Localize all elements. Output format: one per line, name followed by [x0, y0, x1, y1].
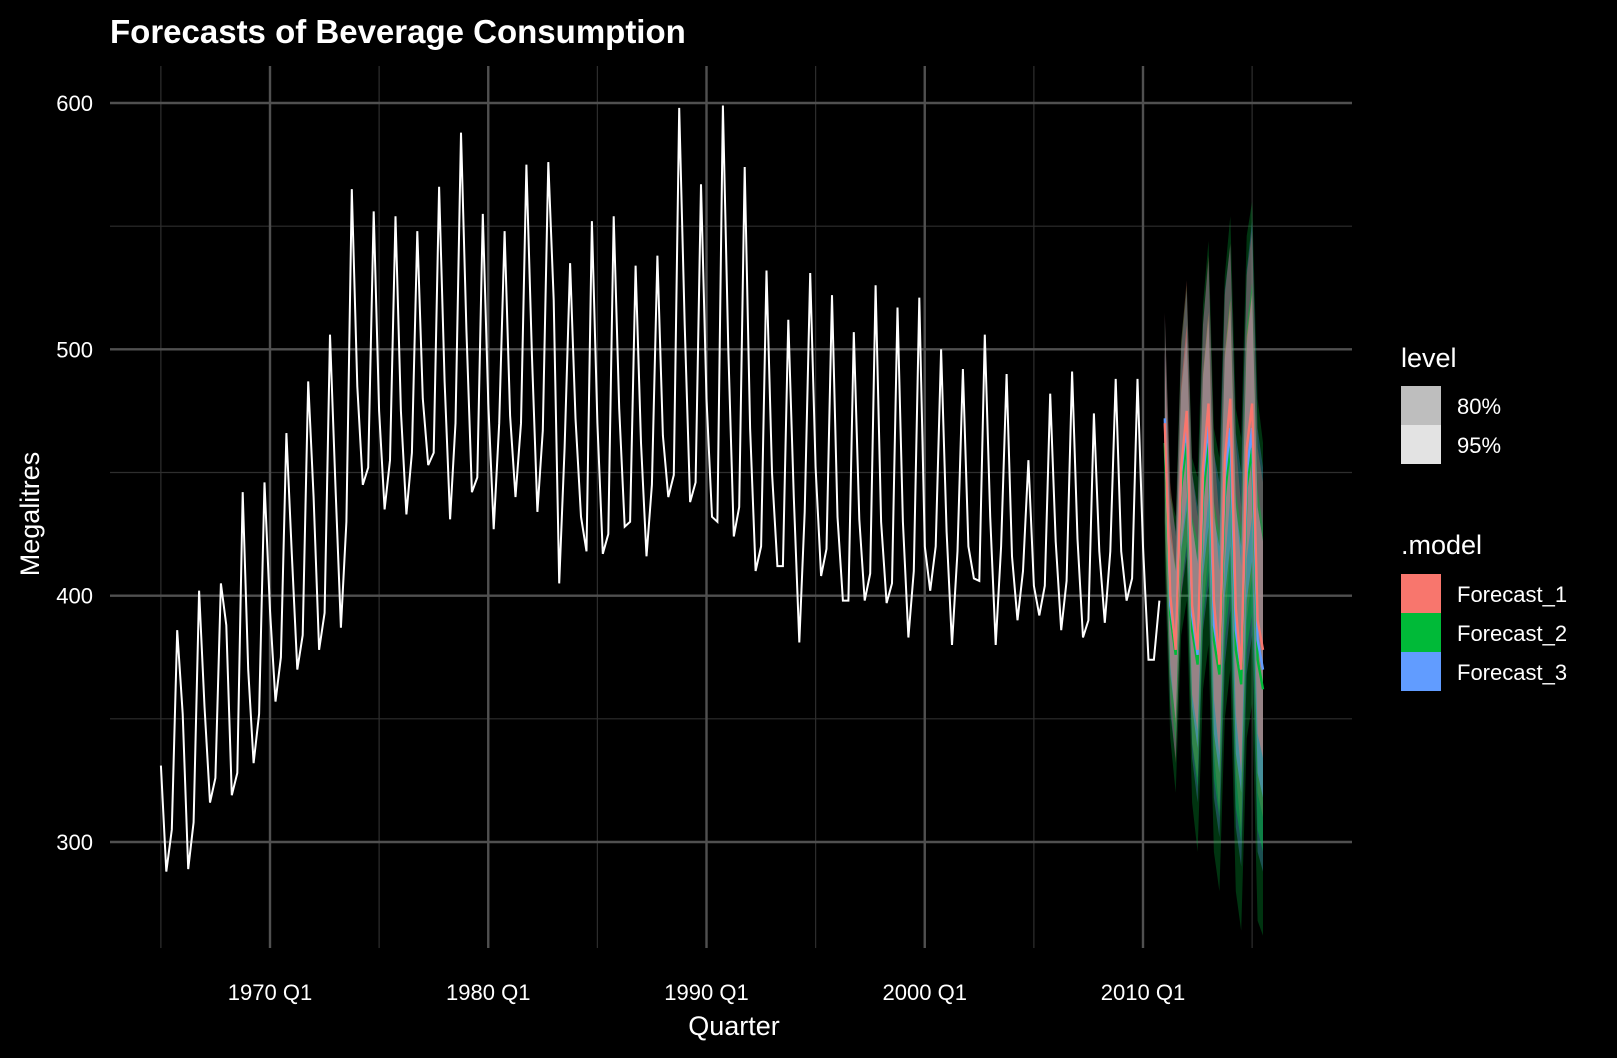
x-tick-label: 1990 Q1 — [664, 980, 748, 1005]
mean-line-forecast-1 — [1163, 398, 1265, 670]
legend-swatch-95 — [1401, 425, 1441, 464]
actual-series-line — [159, 105, 1161, 872]
legend-label-80: 80% — [1457, 394, 1501, 419]
band-95-forecast-3 — [1164, 221, 1263, 872]
legend-model-title: .model — [1401, 530, 1482, 560]
chart-title: Forecasts of Beverage Consumption — [110, 13, 686, 50]
legend-label-forecast-3: Forecast_3 — [1457, 660, 1567, 685]
y-axis-ticks: 300 400 500 600 — [56, 91, 93, 855]
x-axis-title: Quarter — [688, 1011, 780, 1041]
legend-swatch-forecast-3 — [1401, 652, 1441, 691]
x-tick-label: 1970 Q1 — [228, 980, 312, 1005]
legend-swatch-80 — [1401, 386, 1441, 425]
y-tick-label: 300 — [56, 830, 93, 855]
x-tick-label: 2000 Q1 — [883, 980, 967, 1005]
x-axis-ticks: 1970 Q1 1980 Q1 1990 Q1 2000 Q1 2010 Q1 — [228, 980, 1185, 1005]
forecast-means — [1163, 398, 1265, 690]
legend-swatch-forecast-1 — [1401, 574, 1441, 613]
legend-label-95: 95% — [1457, 433, 1501, 458]
y-tick-label: 500 — [56, 337, 93, 362]
x-tick-label: 1980 Q1 — [446, 980, 530, 1005]
legend-level-title: level — [1401, 343, 1457, 373]
y-axis-title: Megalitres — [15, 452, 45, 577]
legend: level 80% 95% .model Forecast_1 Forecast… — [1401, 343, 1567, 691]
y-tick-label: 600 — [56, 91, 93, 116]
legend-label-forecast-2: Forecast_2 — [1457, 621, 1567, 646]
x-tick-label: 2010 Q1 — [1101, 980, 1185, 1005]
band-95-forecast-1 — [1164, 231, 1263, 833]
legend-label-forecast-1: Forecast_1 — [1457, 582, 1567, 607]
y-tick-label: 400 — [56, 584, 93, 609]
legend-swatch-forecast-2 — [1401, 613, 1441, 652]
